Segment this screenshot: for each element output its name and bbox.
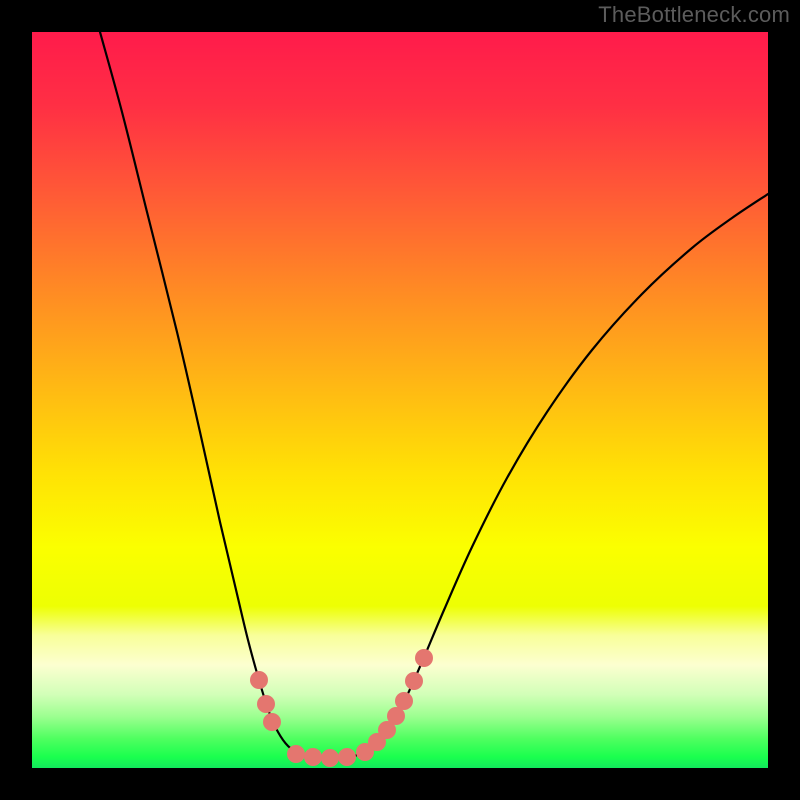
data-marker [321, 749, 339, 767]
data-marker [338, 748, 356, 766]
data-marker [257, 695, 275, 713]
plot-area [32, 32, 768, 768]
data-marker [263, 713, 281, 731]
data-marker [405, 672, 423, 690]
outer-frame: TheBottleneck.com [0, 0, 800, 800]
data-marker [250, 671, 268, 689]
data-marker [304, 748, 322, 766]
watermark-text: TheBottleneck.com [598, 2, 790, 28]
data-marker [395, 692, 413, 710]
gradient-background [32, 32, 768, 768]
chart-svg [32, 32, 768, 768]
data-marker [415, 649, 433, 667]
data-marker [287, 745, 305, 763]
